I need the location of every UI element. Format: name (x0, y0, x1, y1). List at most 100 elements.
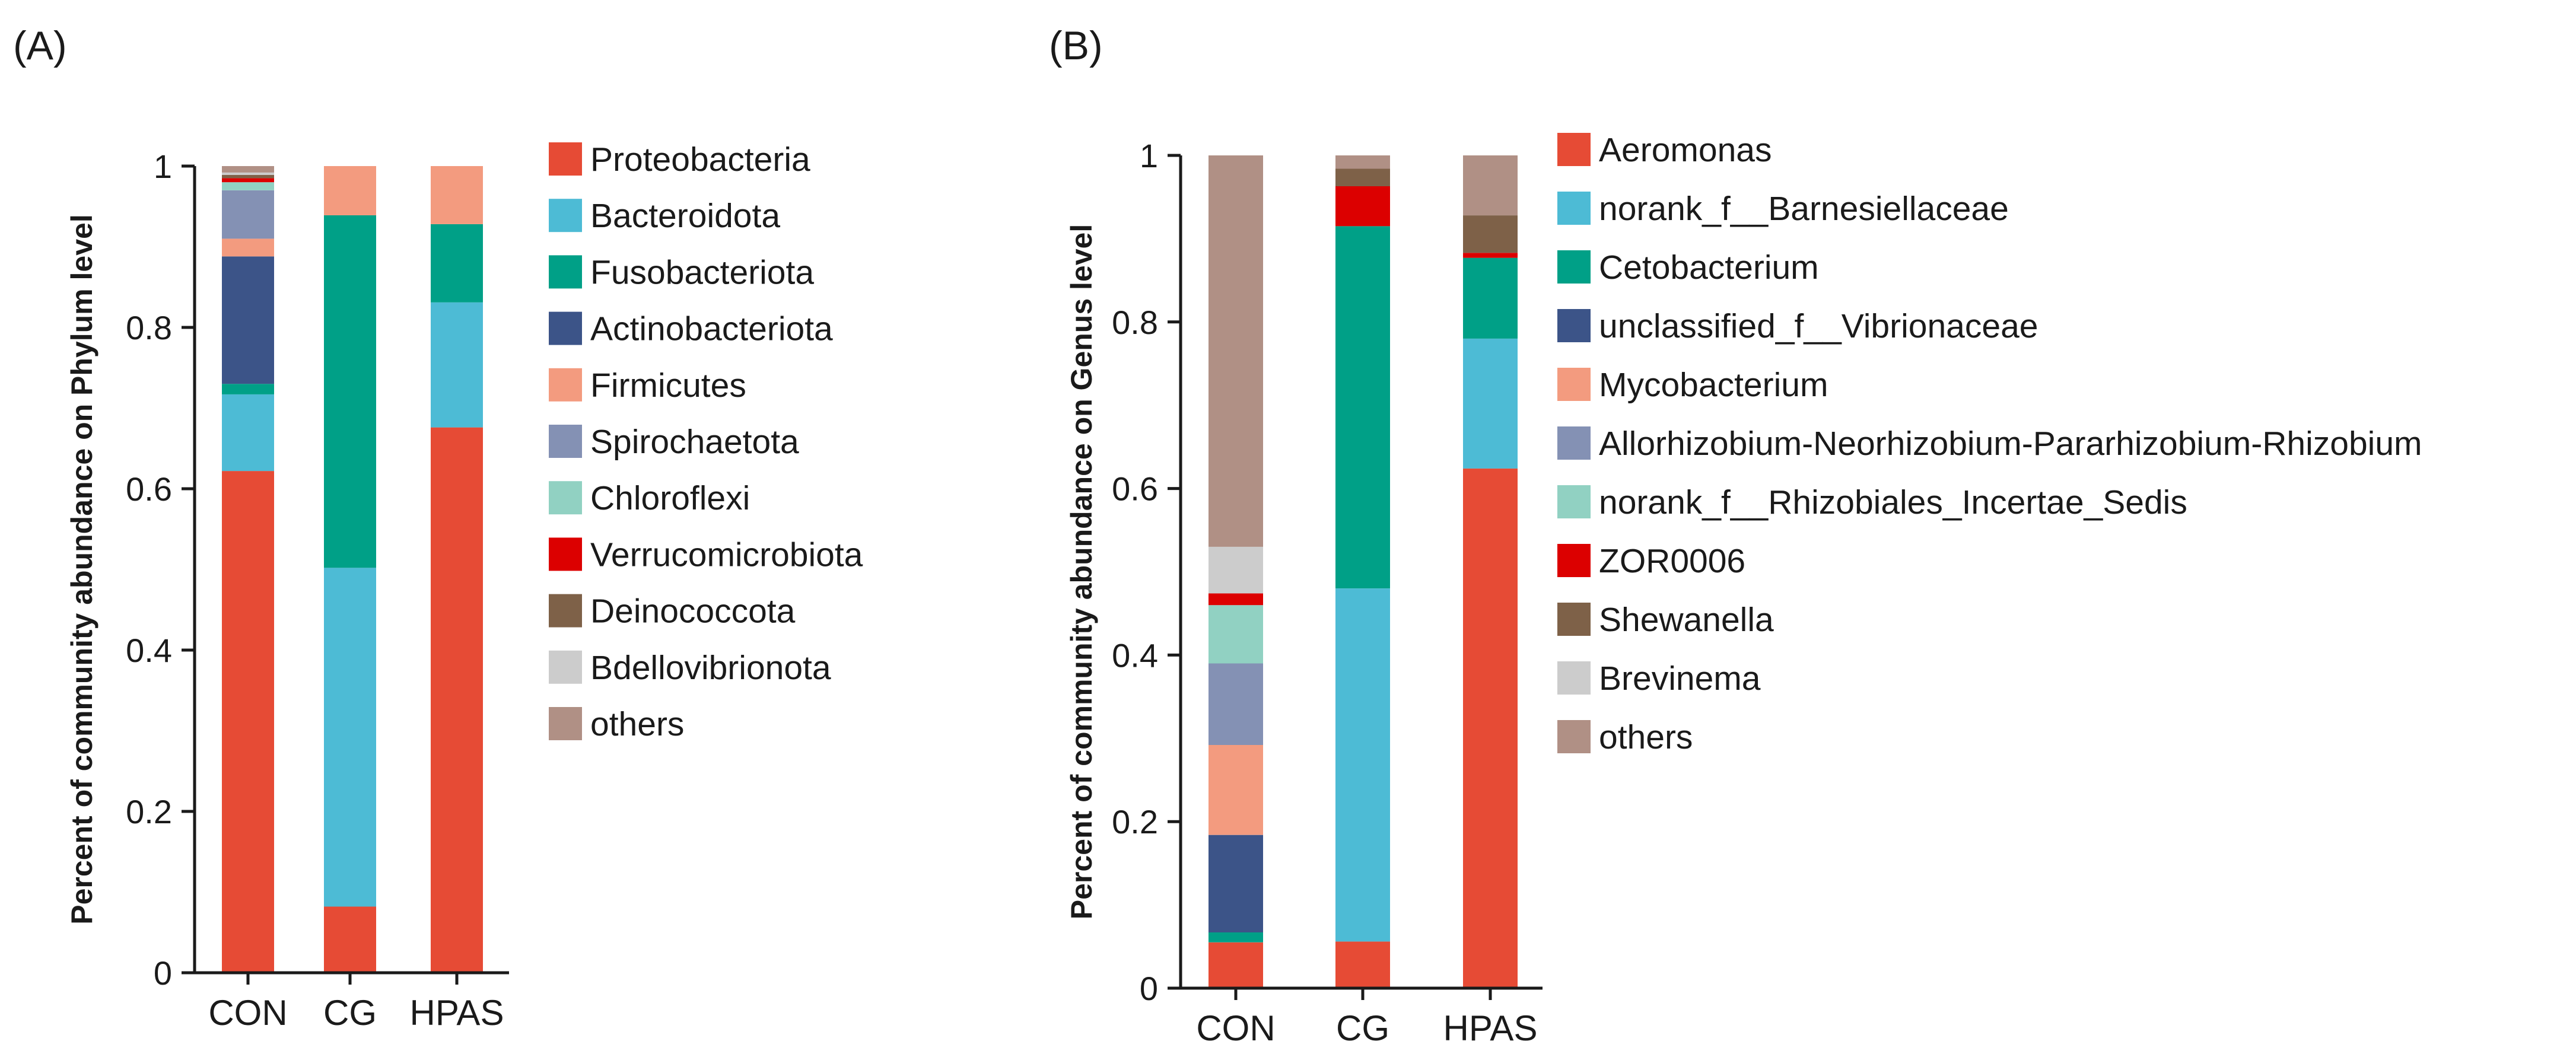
y-tick-label: 1 (1140, 137, 1158, 174)
legend-swatch (1557, 426, 1591, 460)
legend-swatch (549, 707, 582, 740)
bar-segment-con-8 (1209, 593, 1263, 606)
bar-segment-con-5 (222, 238, 274, 257)
legend-label: Bacteroidota (590, 197, 780, 235)
bar-segment-hpas-3 (1463, 257, 1518, 339)
bar-segment-hpas-1 (431, 427, 483, 973)
legend-swatch (549, 650, 582, 684)
legend-swatch (1557, 720, 1591, 753)
panel-label: (B) (1049, 23, 1103, 68)
legend-swatch (1557, 485, 1591, 518)
y-tick-label: 0 (1140, 970, 1158, 1007)
bar-segment-hpas-8 (1463, 253, 1518, 258)
legend-swatch (549, 255, 582, 289)
bar-segment-con-9 (222, 175, 274, 179)
legend-swatch (1557, 133, 1591, 166)
legend-swatch (549, 594, 582, 628)
x-tick-label-con: CON (1196, 1008, 1275, 1048)
legend-label: Brevinema (1599, 660, 1761, 698)
legend-label: Cetobacterium (1599, 249, 1819, 286)
bar-segment-con-6 (222, 190, 274, 239)
bar-segment-cg-1 (1335, 941, 1390, 988)
legend-label: Allorhizobium-Neorhizobium-Pararhizobium… (1599, 425, 2422, 463)
legend-label: others (1599, 718, 1693, 756)
legend-swatch (549, 537, 582, 571)
y-tick-label: 0.2 (1112, 803, 1158, 840)
legend-label: Chloroflexi (590, 479, 750, 517)
bar-segment-cg-8 (1335, 186, 1390, 227)
bar-segment-hpas-2 (431, 302, 483, 428)
x-tick-label-con: CON (208, 993, 287, 1033)
legend-swatch (549, 311, 582, 345)
x-tick-label-hpas: HPAS (1443, 1008, 1538, 1048)
chart-panel-genus: (B) Percent of community abundance on Gen… (1049, 23, 2422, 1048)
legend-swatch (549, 368, 582, 402)
legend-label: Bdellovibrionota (590, 649, 831, 687)
bar-segment-cg-5 (324, 166, 376, 215)
bar-segment-con-11 (1209, 155, 1263, 547)
legend-swatch (549, 142, 582, 176)
bar-segment-hpas-2 (1463, 338, 1518, 469)
legend-label: Shewanella (1599, 601, 1774, 639)
bar-segment-hpas-3 (431, 224, 483, 302)
bar-segment-con-4 (1209, 835, 1263, 932)
legend-swatch (1557, 192, 1591, 225)
bar-segment-cg-3 (1335, 226, 1390, 588)
legend-swatch (1557, 309, 1591, 342)
bar-segment-cg-3 (324, 215, 376, 568)
legend-label: Deinococcota (590, 593, 796, 631)
legend-label: ZOR0006 (1599, 542, 1745, 580)
x-tick-label-hpas: HPAS (410, 993, 504, 1033)
bar-segment-con-4 (222, 256, 274, 384)
legend-label: Proteobacteria (590, 141, 810, 179)
legend-swatch (549, 199, 582, 233)
legend-swatch (549, 481, 582, 515)
y-tick-label: 0.6 (126, 470, 172, 508)
legend-swatch (1557, 368, 1591, 401)
bar-segment-con-5 (1209, 745, 1263, 835)
legend-swatch (1557, 603, 1591, 636)
legend-label: Verrucomicrobiota (590, 536, 863, 574)
y-tick-label: 0.4 (126, 632, 172, 669)
bar-segment-cg-11 (1335, 155, 1390, 169)
bar-segment-con-7 (222, 182, 274, 190)
legend-label: Fusobacteriota (590, 253, 814, 291)
x-tick-label-cg: CG (1336, 1008, 1389, 1048)
bar-segment-con-3 (1209, 932, 1263, 942)
y-tick-label: 0 (154, 954, 172, 992)
legend-label: Firmicutes (590, 367, 746, 405)
bar-segment-cg-2 (1335, 588, 1390, 942)
bar-segment-con-8 (222, 178, 274, 183)
bar-segment-con-7 (1209, 605, 1263, 664)
bar-segment-hpas-1 (1463, 468, 1518, 988)
bar-segment-cg-9 (1335, 168, 1390, 186)
bar-segment-con-3 (222, 384, 274, 394)
panel-label: (A) (13, 23, 67, 68)
y-tick-label: 0.8 (126, 309, 172, 346)
x-tick-label-cg: CG (323, 993, 377, 1033)
bar-segment-con-10 (1209, 546, 1263, 594)
legend-swatch (549, 425, 582, 458)
legend-label: unclassified_f__Vibrionaceae (1599, 307, 2038, 345)
bar-segment-con-10 (222, 172, 274, 175)
y-tick-label: 1 (154, 148, 172, 185)
legend: Proteobacteria Bacteroidota Fusobacteriota… (549, 141, 863, 743)
legend-label: norank_f__Rhizobiales_Incertae_Sedis (1599, 483, 2187, 521)
y-tick-label: 0.4 (1112, 636, 1158, 674)
bar-segment-cg-1 (324, 906, 376, 973)
y-tick-label: 0.2 (126, 793, 172, 830)
bar-segment-con-11 (222, 166, 274, 173)
legend-label: Actinobacteriota (590, 310, 833, 348)
bar-segment-hpas-9 (1463, 215, 1518, 253)
y-tick-label: 0.8 (1112, 304, 1158, 341)
legend-label: Spirochaetota (590, 423, 799, 461)
bar-segment-hpas-5 (431, 166, 483, 224)
y-axis-title: Percent of community abundance on Genus … (1065, 224, 1098, 920)
bar-segment-con-6 (1209, 663, 1263, 745)
bar-segment-hpas-11 (1463, 155, 1518, 216)
legend-label: norank_f__Barnesiellaceae (1599, 190, 2009, 228)
bar-segment-cg-2 (324, 568, 376, 907)
legend-label: others (590, 705, 684, 743)
legend: Aeromonas norank_f__Barnesiellaceae Cetoba… (1557, 131, 2422, 756)
